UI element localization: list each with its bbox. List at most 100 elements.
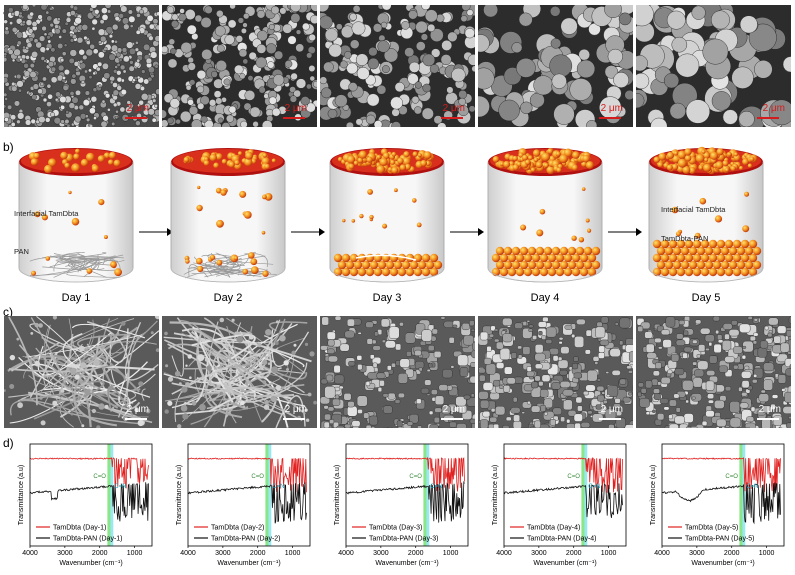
annotation-cn: C=N	[746, 484, 758, 490]
scale-bar-label: 2 μm	[127, 404, 149, 415]
scale-bar-label: 2 μm	[763, 103, 785, 114]
day-label-5: Day 5	[666, 292, 746, 304]
x-tick-label: 3000	[531, 550, 547, 557]
legend-label: TamDbta-PAN (Day-3)	[369, 536, 439, 543]
scale-bar-label: 2 μm	[759, 404, 781, 415]
sem-bottom-day1: 2 μm	[4, 316, 159, 428]
legend-label: TamDbta-PAN (Day-2)	[211, 536, 281, 543]
x-axis-label: Wavenumber (cm⁻¹)	[217, 560, 280, 567]
vessel-day5	[645, 140, 767, 290]
sem-bottom-day3: 2 μm	[320, 316, 475, 428]
legend-label: TamDbta (Day-2)	[211, 525, 264, 532]
vessel-day4	[484, 140, 606, 290]
scale-bar	[757, 418, 779, 420]
ftir-chart-day5: C=O C=N TamDbta (Day-5) TamDbta-PAN (Day-5)…	[646, 440, 795, 570]
annotation-co: C=O	[251, 474, 264, 480]
scale-bar	[757, 117, 779, 119]
legend-label: TamDbta (Day-4)	[527, 525, 580, 532]
x-axis-label: Wavenumber (cm⁻¹)	[375, 560, 438, 567]
callout-interfacial-right: Interfacial TamDbta	[661, 205, 725, 214]
x-tick-label: 4000	[654, 550, 670, 557]
scale-bar	[283, 117, 305, 119]
scale-bar	[283, 418, 305, 420]
x-tick-label: 1000	[759, 550, 775, 557]
x-tick-label: 2000	[408, 550, 424, 557]
y-axis-label: Transmittance (a.u)	[334, 465, 341, 525]
day-label-2: Day 2	[188, 292, 268, 304]
annotation-cn: C=N	[588, 484, 600, 490]
x-axis-label: Wavenumber (cm⁻¹)	[59, 560, 122, 567]
sem-top-day5: 2 μm	[636, 5, 791, 127]
progress-arrow-icon	[608, 224, 642, 234]
x-axis-label: Wavenumber (cm⁻¹)	[533, 560, 596, 567]
sem-top-day1: 2 μm	[4, 5, 159, 127]
scale-bar-label: 2 μm	[285, 404, 307, 415]
x-tick-label: 2000	[566, 550, 582, 557]
legend-label: TamDbta-PAN (Day-4)	[527, 536, 597, 543]
x-tick-label: 1000	[285, 550, 301, 557]
y-axis-label: Transmittance (a.u)	[176, 465, 183, 525]
sem-bottom-day5: 2 μm	[636, 316, 791, 428]
callout-pan: PAN	[14, 247, 29, 256]
x-tick-label: 4000	[338, 550, 354, 557]
vessel-day3	[326, 140, 448, 290]
sem-top-day3: 2 μm	[320, 5, 475, 127]
scale-bar	[441, 418, 463, 420]
y-axis-label: Transmittance (a.u)	[18, 465, 25, 525]
scale-bar	[441, 117, 463, 119]
panel-label-b: b)	[3, 140, 14, 154]
annotation-co: C=O	[567, 474, 580, 480]
x-tick-label: 2000	[724, 550, 740, 557]
x-axis-label: Wavenumber (cm⁻¹)	[691, 560, 754, 567]
y-axis-label: Transmittance (a.u)	[492, 465, 499, 525]
scale-bar-label: 2 μm	[443, 404, 465, 415]
scale-bar	[125, 418, 147, 420]
series-tamdbta-pan-line	[662, 483, 781, 523]
annotation-cn: C=N	[114, 484, 126, 490]
series-tamdbta-pan-line	[346, 482, 465, 522]
x-tick-label: 4000	[22, 550, 38, 557]
sem-bottom-day4: 2 μm	[478, 316, 633, 428]
x-tick-label: 2000	[92, 550, 108, 557]
sem-bottom-day2: 2 μm	[162, 316, 317, 428]
series-tamdbta-line	[188, 458, 307, 492]
x-tick-label: 3000	[373, 550, 389, 557]
annotation-co: C=O	[409, 474, 422, 480]
day-label-3: Day 3	[347, 292, 427, 304]
day-label-1: Day 1	[36, 292, 116, 304]
series-tamdbta-pan-line	[30, 482, 149, 521]
scale-bar	[125, 117, 147, 119]
legend-label: TamDbta-PAN (Day-5)	[685, 536, 755, 543]
scale-bar-label: 2 μm	[601, 103, 623, 114]
scale-bar-label: 2 μm	[127, 103, 149, 114]
sem-top-day4: 2 μm	[478, 5, 633, 127]
annotation-cn: C=N	[430, 484, 442, 490]
legend-label: TamDbta (Day-5)	[685, 525, 738, 532]
sem-top-day2: 2 μm	[162, 5, 317, 127]
vessel-day2	[167, 140, 289, 290]
x-tick-label: 4000	[496, 550, 512, 557]
legend-label: TamDbta-PAN (Day-1)	[53, 536, 123, 543]
ftir-chart-day3: C=O C=N TamDbta (Day-3) TamDbta-PAN (Day-3)…	[330, 440, 480, 570]
progress-arrow-icon	[291, 224, 325, 234]
scale-bar	[599, 117, 621, 119]
scale-bar-label: 2 μm	[285, 103, 307, 114]
scale-bar-label: 2 μm	[443, 103, 465, 114]
annotation-co: C=O	[725, 474, 738, 480]
x-tick-label: 2000	[250, 550, 266, 557]
x-tick-label: 1000	[127, 550, 143, 557]
legend-label: TamDbta (Day-1)	[53, 525, 106, 532]
x-tick-label: 1000	[601, 550, 617, 557]
band-co	[107, 444, 110, 546]
ftir-chart-day4: C=O C=N TamDbta (Day-4) TamDbta-PAN (Day-4)…	[488, 440, 638, 570]
callout-tamdbta-pan: TamDbta-PAN	[661, 234, 708, 243]
series-tamdbta-pan-line	[504, 483, 623, 518]
scale-bar	[599, 418, 621, 420]
x-tick-label: 3000	[689, 550, 705, 557]
series-tamdbta-pan-line	[188, 482, 307, 523]
ftir-chart-day2: C=O C=N TamDbta (Day-2) TamDbta-PAN (Day-2)…	[172, 440, 322, 570]
annotation-cn: C=N	[272, 484, 284, 490]
legend-label: TamDbta (Day-3)	[369, 525, 422, 532]
x-tick-label: 1000	[443, 550, 459, 557]
